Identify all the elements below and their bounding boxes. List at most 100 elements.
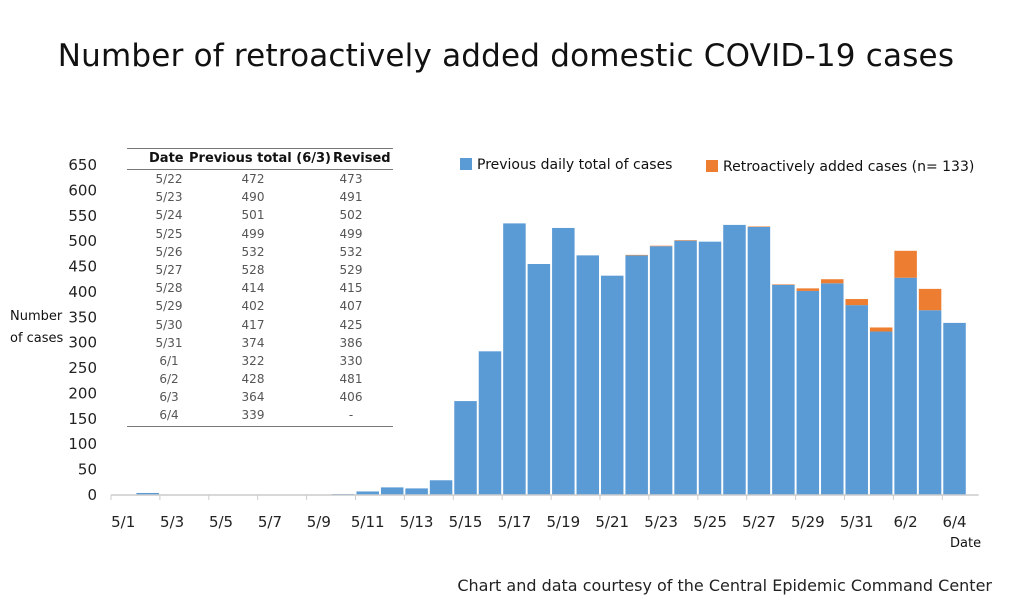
inset-table-row: 5/30 417 425 (127, 316, 393, 334)
bar-previous-5/25 (698, 241, 722, 495)
bar-added-5/23 (649, 245, 673, 247)
inset-cell-previous: 414 (241, 281, 265, 296)
x-axis-ticks: 5/1 5/3 5/5 5/7 5/9 5/11 5/13 5/15 5/17 5/19 5/21 5… (110, 495, 967, 531)
inset-table-body: 5/22 472 473 5/23 490 491 5/24 501 502 5/25 499 499… (127, 170, 393, 427)
inset-header-date: Date (149, 151, 184, 166)
inset-table-row: 5/22 472 473 (127, 170, 393, 188)
inset-cell-date: 5/22 (155, 172, 183, 186)
x-tick-label: 5/1 (111, 513, 135, 531)
bar-previous-5/17 (503, 223, 526, 495)
inset-cell-previous: 417 (241, 317, 265, 332)
bar-previous-6/1 (869, 331, 893, 495)
x-tick-label: 5/13 (400, 513, 434, 531)
inset-cell-date: 6/4 (159, 408, 179, 423)
bar-previous-5/21 (600, 275, 624, 495)
x-tick-label: 5/27 (742, 513, 776, 531)
inset-table-row: 5/28 414 415 (127, 279, 393, 297)
inset-header-previous: Previous total (6/3) (189, 151, 331, 166)
x-tick-label: 5/29 (791, 513, 825, 531)
x-tick-label: 5/7 (258, 513, 282, 531)
inset-cell-previous: 428 (241, 372, 265, 387)
inset-cell-revised: 499 (339, 226, 363, 241)
inset-cell-revised: 532 (339, 244, 363, 259)
page-title: Number of retroactively added domestic C… (57, 38, 955, 74)
inset-table-row: 5/27 528 529 (127, 261, 393, 279)
bar-previous-5/23 (649, 246, 673, 495)
x-tick-label: 5/15 (449, 513, 483, 531)
inset-cell-date: 5/28 (155, 281, 183, 296)
bar-previous-5/19 (552, 227, 575, 495)
inset-cell-date: 5/29 (155, 299, 183, 314)
bars (136, 223, 966, 495)
bar-added-5/29 (796, 288, 820, 291)
inset-cell-date: 5/24 (155, 208, 183, 223)
x-tick-label: 5/3 (160, 513, 184, 531)
inset-cell-previous: 364 (241, 390, 265, 405)
legend-item-added: Retroactively added cases (n= 133) (706, 159, 974, 175)
x-tick-label: 5/9 (307, 513, 331, 531)
legend-label-added: Retroactively added cases (n= 133) (723, 159, 975, 175)
inset-table-row: 5/23 490 491 (127, 188, 393, 206)
inset-cell-date: 5/30 (155, 317, 183, 332)
inset-cell-previous: 339 (241, 408, 265, 423)
x-tick-label: 5/17 (498, 513, 532, 531)
inset-cell-revised: 407 (339, 299, 363, 314)
inset-cell-date: 5/26 (155, 244, 183, 259)
inset-cell-previous: 501 (241, 208, 265, 223)
inset-table-row: 6/2 428 481 (127, 370, 393, 388)
y-tick-label: 200 (68, 384, 97, 402)
x-tick-label: 6/4 (942, 513, 966, 531)
inset-table-row: 6/1 322 330 (127, 352, 393, 370)
inset-cell-revised: 330 (339, 353, 363, 368)
inset-cell-revised: 473 (339, 172, 363, 186)
inset-table-row: 6/3 364 406 (127, 388, 393, 406)
bar-previous-5/28 (772, 284, 795, 495)
y-tick-label: 100 (68, 435, 97, 453)
inset-cell-revised: 502 (339, 208, 363, 223)
inset-cell-date: 5/25 (155, 226, 183, 241)
y-tick-label: 450 (68, 258, 97, 276)
x-tick-label: 5/19 (546, 513, 580, 531)
bar-previous-5/16 (478, 351, 502, 495)
inset-cell-previous: 528 (241, 262, 265, 277)
y-tick-label: 600 (68, 181, 97, 199)
inset-header-revised: Revised (333, 151, 391, 166)
credit-text: Chart and data courtesy of the Central E… (457, 576, 992, 595)
inset-cell-date: 5/27 (155, 262, 183, 277)
bar-added-6/3 (918, 288, 942, 311)
legend-swatch-added (706, 160, 718, 172)
y-tick-label: 300 (68, 334, 97, 352)
bar-added-5/31 (845, 299, 868, 306)
bar-previous-5/31 (845, 305, 868, 495)
inset-cell-previous: 490 (241, 190, 265, 205)
legend-swatch-previous (460, 158, 472, 170)
bar-added-5/27 (747, 226, 771, 227)
inset-cell-previous: 402 (241, 299, 265, 314)
x-tick-label: 5/21 (595, 513, 629, 531)
bar-previous-5/24 (674, 240, 697, 495)
inset-table-row: 6/4 339 - (127, 406, 393, 424)
bar-previous-5/22 (625, 255, 648, 495)
x-tick-label: 5/25 (693, 513, 727, 531)
y-tick-label: 650 (68, 156, 97, 174)
bar-previous-6/3 (918, 310, 942, 495)
inset-table-row: 5/31 374 386 (127, 334, 393, 352)
inset-cell-revised: - (348, 408, 354, 423)
bar-added-5/22 (625, 254, 648, 256)
bar-previous-5/11 (356, 491, 379, 495)
inset-cell-revised: 491 (339, 190, 363, 205)
y-tick-label: 0 (87, 486, 97, 504)
bar-added-5/30 (821, 279, 844, 284)
x-tick-label: 5/23 (644, 513, 678, 531)
inset-table-row: 5/26 532 532 (127, 243, 393, 261)
inset-table-header: Date Previous total (6/3) Revised (127, 148, 393, 170)
bar-previous-5/14 (429, 480, 453, 495)
y-axis-label: Number of cases (10, 306, 63, 350)
bar-added-6/1 (869, 327, 893, 332)
inset-cell-revised: 386 (339, 335, 363, 350)
bar-added-6/2 (894, 250, 917, 278)
bar-added-5/24 (674, 240, 697, 241)
inset-cell-date: 5/31 (155, 335, 183, 350)
inset-table: Date Previous total (6/3) Revised 5/22 47… (127, 148, 393, 427)
bar-previous-5/30 (821, 283, 844, 495)
